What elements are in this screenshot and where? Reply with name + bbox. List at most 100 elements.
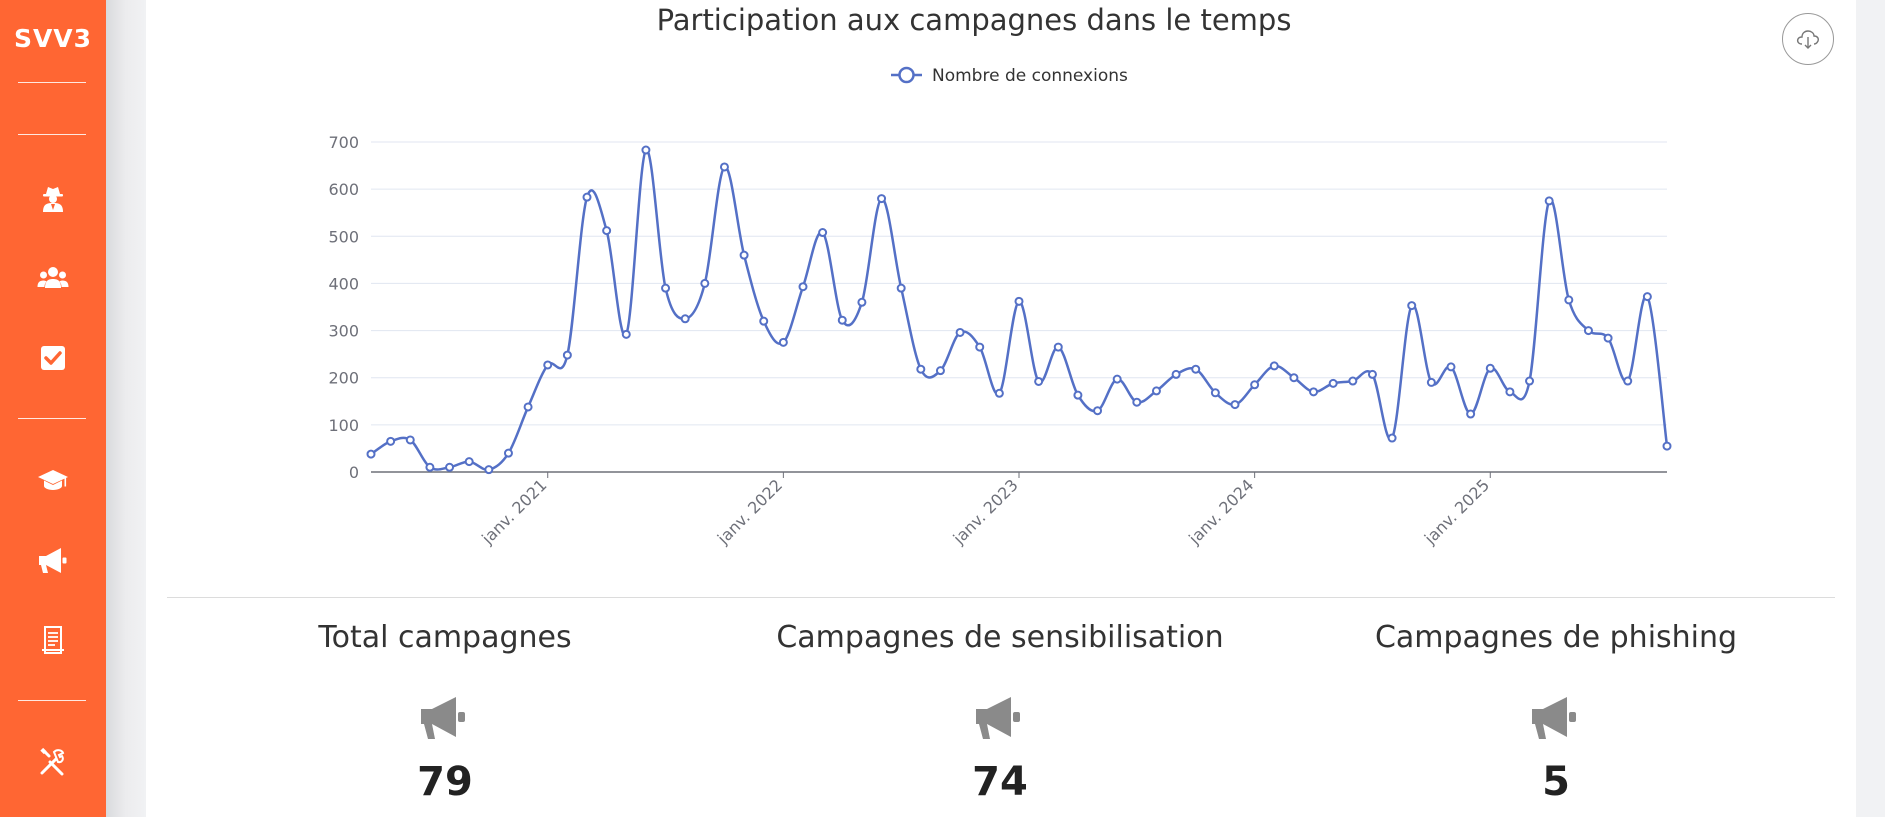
data-point[interactable]: [464, 457, 474, 467]
series-line: [370, 148, 1669, 471]
data-point[interactable]: [1583, 326, 1593, 336]
sidebar-item-checkbox-icon[interactable]: [33, 338, 73, 378]
stat-value: 79: [417, 759, 473, 805]
data-point[interactable]: [602, 226, 612, 236]
sidebar-divider: [18, 418, 86, 419]
data-point[interactable]: [1348, 376, 1358, 386]
data-point[interactable]: [955, 327, 965, 337]
data-point[interactable]: [582, 192, 592, 202]
data-point[interactable]: [739, 250, 749, 260]
y-tick-label: 200: [328, 369, 359, 388]
x-axis: janv. 2021 janv. 2022 janv. 2023 janv. 2024…: [477, 472, 1493, 549]
data-point[interactable]: [1053, 342, 1063, 352]
data-point[interactable]: [366, 449, 376, 459]
data-point[interactable]: [1544, 196, 1554, 206]
data-point[interactable]: [719, 162, 729, 172]
data-point[interactable]: [1328, 378, 1338, 388]
cloud-download-icon: [1796, 30, 1819, 49]
data-point[interactable]: [1014, 296, 1024, 306]
export-button[interactable]: [1782, 13, 1834, 65]
stat-value: 74: [972, 759, 1028, 805]
data-point[interactable]: [994, 388, 1004, 398]
sidebar-item-users-icon[interactable]: [33, 258, 73, 298]
data-point[interactable]: [661, 283, 671, 293]
data-point[interactable]: [1387, 433, 1397, 443]
data-point[interactable]: [1367, 369, 1377, 379]
legend[interactable]: Nombre de connexions: [891, 66, 1128, 86]
stat-label: Total campagnes: [318, 620, 572, 655]
megaphone-icon: [421, 697, 465, 739]
data-point[interactable]: [1132, 397, 1142, 407]
y-tick-label: 400: [328, 274, 359, 293]
stat-total-campaigns: Total campagnes 79: [165, 620, 725, 805]
data-point[interactable]: [386, 436, 396, 446]
checkbox-icon: [41, 346, 65, 370]
data-point[interactable]: [798, 282, 808, 292]
data-point[interactable]: [818, 228, 828, 238]
stat-label: Campagnes de phishing: [1374, 620, 1738, 655]
data-point[interactable]: [1250, 380, 1260, 390]
data-point[interactable]: [425, 462, 435, 472]
y-tick-label: 600: [328, 180, 359, 199]
data-point[interactable]: [877, 194, 887, 204]
y-axis: 0 100 200 300 400 500 600 700: [328, 133, 359, 482]
data-point[interactable]: [1623, 376, 1633, 386]
stat-label: Campagnes de sensibilisation: [776, 620, 1224, 655]
data-point[interactable]: [503, 448, 513, 458]
sidebar-item-user-secret-icon[interactable]: [33, 178, 73, 218]
document-icon: [42, 626, 64, 654]
data-point[interactable]: [1309, 387, 1319, 397]
data-point[interactable]: [1505, 387, 1515, 397]
data-point[interactable]: [896, 283, 906, 293]
data-point[interactable]: [562, 350, 572, 360]
data-point[interactable]: [1642, 292, 1652, 302]
data-point[interactable]: [975, 342, 985, 352]
data-point[interactable]: [1485, 363, 1495, 373]
data-point[interactable]: [935, 366, 945, 376]
data-point[interactable]: [1289, 373, 1299, 383]
data-point[interactable]: [1034, 376, 1044, 386]
y-tick-label: 500: [328, 227, 359, 246]
data-point[interactable]: [1073, 390, 1083, 400]
data-point[interactable]: [641, 145, 651, 155]
megaphone-icon: [976, 697, 1020, 739]
data-point[interactable]: [759, 316, 769, 326]
app-logo[interactable]: SVV3: [13, 24, 93, 53]
data-point[interactable]: [1093, 406, 1103, 416]
data-point[interactable]: [778, 337, 788, 347]
stat-value: 5: [1542, 759, 1570, 805]
data-point[interactable]: [1426, 377, 1436, 387]
data-point[interactable]: [1112, 374, 1122, 384]
data-point[interactable]: [1446, 362, 1456, 372]
data-point[interactable]: [680, 314, 690, 324]
data-point[interactable]: [857, 297, 867, 307]
data-point[interactable]: [1407, 301, 1417, 311]
data-point[interactable]: [837, 315, 847, 325]
sidebar-item-graduation-cap-icon[interactable]: [33, 459, 73, 499]
data-point[interactable]: [1230, 400, 1240, 410]
data-point[interactable]: [523, 402, 533, 412]
data-point[interactable]: [405, 435, 415, 445]
legend-marker: [898, 66, 915, 84]
data-point[interactable]: [1564, 295, 1574, 305]
data-point[interactable]: [543, 360, 553, 370]
data-point[interactable]: [1210, 388, 1220, 398]
data-point[interactable]: [1151, 386, 1161, 396]
data-point[interactable]: [445, 462, 455, 472]
data-point[interactable]: [700, 278, 710, 288]
data-point[interactable]: [916, 364, 926, 374]
sidebar-item-document-icon[interactable]: [33, 620, 73, 660]
data-point[interactable]: [1466, 409, 1476, 419]
sidebar-item-tools-icon[interactable]: [33, 742, 73, 782]
data-point[interactable]: [1269, 361, 1279, 371]
data-point[interactable]: [1603, 333, 1613, 343]
data-point[interactable]: [1171, 369, 1181, 379]
data-point[interactable]: [1525, 376, 1535, 386]
sidebar: SVV3: [0, 0, 106, 817]
sidebar-item-megaphone-icon[interactable]: [33, 540, 73, 580]
data-point[interactable]: [484, 465, 494, 475]
users-icon: [37, 267, 69, 288]
data-point[interactable]: [1191, 364, 1201, 374]
data-point[interactable]: [621, 329, 631, 339]
data-point[interactable]: [1662, 441, 1672, 451]
